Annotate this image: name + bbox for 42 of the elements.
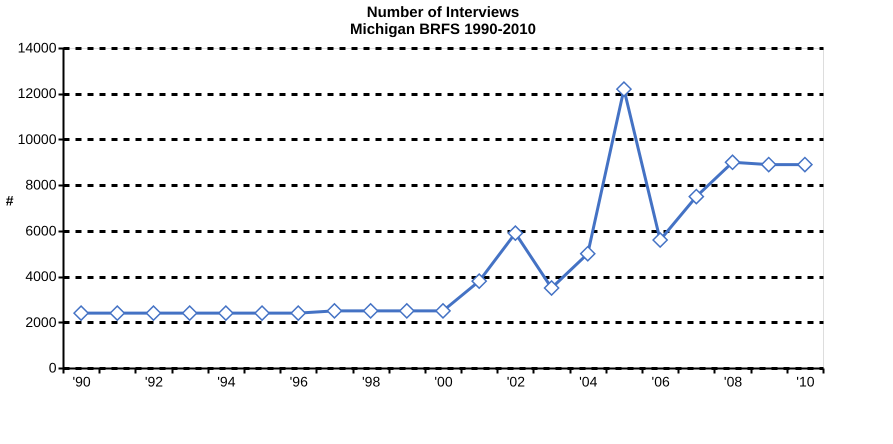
x-tick-label: '06	[652, 374, 670, 390]
point	[218, 305, 234, 321]
y-axis-title: #	[6, 192, 14, 208]
point	[544, 280, 560, 296]
y-tick-label: 4000	[25, 268, 57, 284]
point	[362, 303, 378, 319]
x-tick-label: '00	[434, 374, 453, 390]
point	[109, 305, 126, 321]
point	[182, 305, 198, 321]
x-tick-label: '90	[72, 374, 91, 390]
y-tick-label: 8000	[25, 176, 57, 193]
x-tick-label: '94	[217, 374, 236, 390]
point	[398, 303, 415, 319]
point	[471, 273, 488, 289]
x-tick-label: '98	[362, 374, 380, 390]
point	[508, 225, 524, 241]
point	[688, 188, 704, 204]
x-tick-label: '08	[724, 374, 742, 390]
y-tick-label: 6000	[25, 222, 57, 238]
point	[326, 303, 342, 319]
point	[73, 305, 89, 321]
y-tick-label: 0	[48, 360, 57, 376]
point	[146, 305, 162, 321]
point	[797, 156, 813, 172]
point	[290, 305, 306, 321]
point	[254, 305, 270, 321]
x-tick-label: '02	[506, 374, 526, 390]
point	[760, 156, 777, 172]
y-tick-label: 2000	[25, 314, 57, 330]
point	[616, 81, 632, 97]
point	[652, 232, 668, 248]
x-tick-label: '92	[144, 374, 164, 390]
chart-title: Number of Interviews Michigan BRFS 1990-2010	[350, 4, 536, 38]
y-tick-label: 14000	[18, 40, 57, 56]
point	[724, 154, 740, 170]
point	[580, 246, 596, 262]
y-tick-label: 10000	[18, 130, 57, 147]
x-tick-label: '04	[579, 374, 598, 390]
y-tick-label: 12000	[18, 85, 57, 102]
x-tick-label: '10	[796, 374, 815, 390]
x-tick-label: '96	[290, 374, 308, 390]
point	[435, 303, 451, 319]
